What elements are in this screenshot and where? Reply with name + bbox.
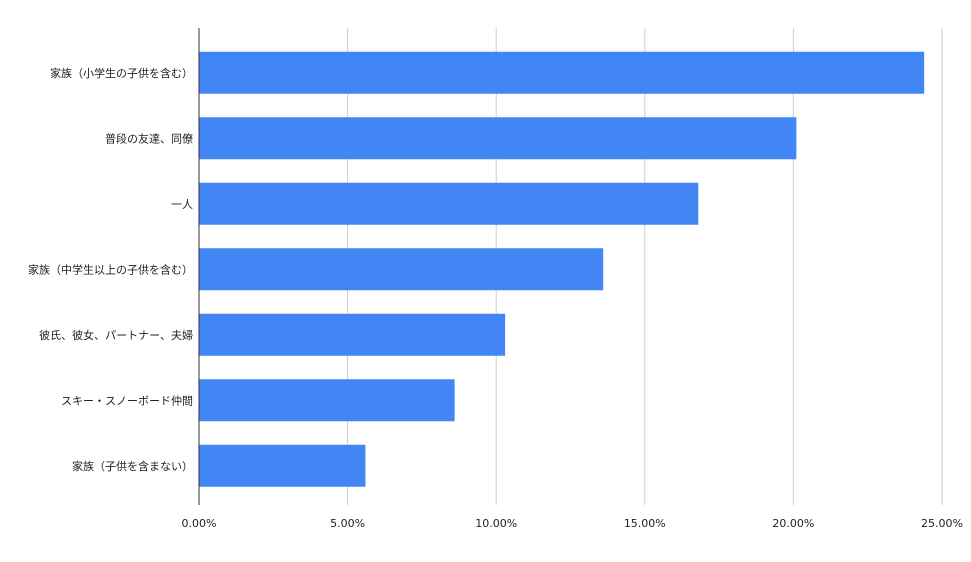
x-tick-label: 15.00% xyxy=(624,517,666,530)
category-label: スキー・スノーボード仲間 xyxy=(61,393,193,407)
tick-labels: 0.00% 5.00% 10.00% 15.00% 20.00% 25.00% xyxy=(182,517,963,530)
category-label: 家族（子供を含まない） xyxy=(72,459,193,473)
bar xyxy=(199,182,699,225)
category-label: 彼氏、彼女、パートナー、夫婦 xyxy=(39,328,193,342)
bar xyxy=(199,444,366,487)
category-label: 家族（小学生の子供を含む） xyxy=(50,66,193,80)
bar xyxy=(199,379,455,422)
x-tick-label: 10.00% xyxy=(475,517,517,530)
bar xyxy=(199,313,506,356)
bars xyxy=(199,51,925,487)
bar xyxy=(199,117,797,160)
x-tick-label: 25.00% xyxy=(921,517,963,530)
category-label: 一人 xyxy=(171,198,193,211)
x-tick-label: 20.00% xyxy=(772,517,814,530)
bar xyxy=(199,51,925,94)
bar xyxy=(199,248,604,291)
category-label: 普段の友達、同僚 xyxy=(105,131,193,145)
x-tick-label: 0.00% xyxy=(182,517,217,530)
category-label: 家族（中学生以上の子供を含む） xyxy=(28,262,193,276)
x-tick-label: 5.00% xyxy=(330,517,365,530)
gridlines xyxy=(347,28,943,505)
